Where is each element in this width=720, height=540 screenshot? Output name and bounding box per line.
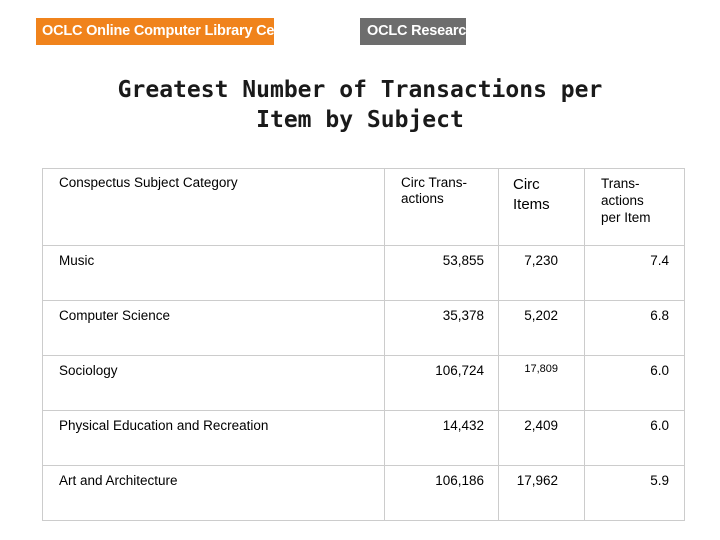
table-row: Computer Science 35,378 5,202 6.8: [42, 300, 685, 356]
cell-items: 17,809: [498, 355, 585, 411]
cell-items: 2,409: [498, 410, 585, 466]
cell-per-item: 6.8: [584, 300, 685, 356]
cell-transactions: 106,186: [384, 465, 499, 521]
cell-transactions: 53,855: [384, 245, 499, 301]
cell-category: Computer Science: [42, 300, 385, 356]
title-line-1: Greatest Number of Transactions per: [117, 77, 603, 103]
transactions-table: Conspectus Subject Category Circ Trans- …: [42, 168, 685, 521]
cell-transactions: 106,724: [384, 355, 499, 411]
header-circ-items-line-1: Circ: [513, 176, 540, 193]
cell-category: Sociology: [42, 355, 385, 411]
title-line-2: Item by Subject: [256, 107, 464, 133]
table-row: Music 53,855 7,230 7.4: [42, 245, 685, 301]
header-circ-transactions: Circ Trans- actions: [384, 168, 499, 246]
table-header-row: Conspectus Subject Category Circ Trans- …: [42, 168, 685, 246]
header-per-item-line-3: per Item: [601, 210, 651, 225]
cell-items: 5,202: [498, 300, 585, 356]
header-per-item-line-1: Trans-: [601, 176, 640, 191]
cell-items: 17,962: [498, 465, 585, 521]
cell-per-item: 7.4: [584, 245, 685, 301]
table-row: Physical Education and Recreation 14,432…: [42, 410, 685, 466]
cell-per-item: 6.0: [584, 355, 685, 411]
cell-transactions: 35,378: [384, 300, 499, 356]
oclc-logo: OCLC Online Computer Library Center: [36, 18, 301, 45]
cell-transactions: 14,432: [384, 410, 499, 466]
page-title: Greatest Number of Transactions per Item…: [60, 75, 660, 135]
header-per-item-line-2: actions: [601, 193, 644, 208]
cell-category: Music: [42, 245, 385, 301]
cell-category: Physical Education and Recreation: [42, 410, 385, 466]
header-circ-items-line-2: Items: [513, 196, 550, 213]
table-row: Art and Architecture 106,186 17,962 5.9: [42, 465, 685, 521]
cell-category: Art and Architecture: [42, 465, 385, 521]
oclc-research-logo: OCLC Research: [360, 18, 475, 45]
header-circ-items: Circ Items: [498, 168, 585, 246]
cell-per-item: 6.0: [584, 410, 685, 466]
header-circ-transactions-line-1: Circ Trans-: [401, 175, 468, 190]
cell-per-item: 5.9: [584, 465, 685, 521]
table-row: Sociology 106,724 17,809 6.0: [42, 355, 685, 411]
cell-items: 7,230: [498, 245, 585, 301]
header-category: Conspectus Subject Category: [42, 168, 385, 246]
header-transactions-per-item: Trans- actions per Item: [584, 168, 685, 246]
header-circ-transactions-line-2: actions: [401, 191, 444, 206]
